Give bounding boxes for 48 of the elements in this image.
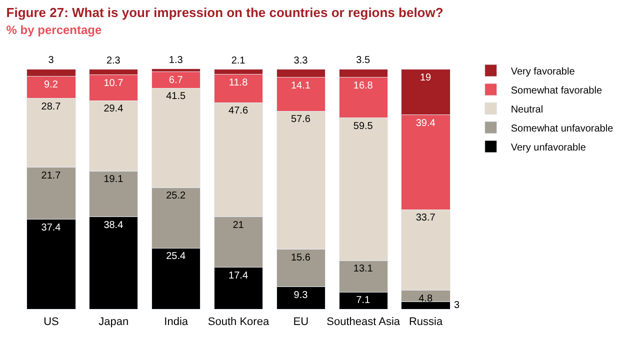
data-label: 16.8 bbox=[353, 80, 374, 92]
data-label: 47.6 bbox=[228, 106, 248, 117]
data-label: 29.4 bbox=[104, 104, 124, 115]
data-label: 17.4 bbox=[228, 270, 248, 282]
chart-title: Figure 27: What is your impression on the countries or regions below? bbox=[6, 5, 444, 20]
chart-subtitle: % by percentage bbox=[6, 23, 102, 38]
data-label: 3.3 bbox=[294, 55, 308, 66]
legend-label: Very favorable bbox=[510, 66, 576, 78]
x-tick-label: US bbox=[44, 316, 59, 328]
data-label: 2.3 bbox=[106, 55, 121, 66]
data-label: 10.7 bbox=[104, 78, 124, 89]
data-label: 9.2 bbox=[44, 79, 58, 90]
x-tick-label: Japan bbox=[98, 316, 129, 328]
data-label: 37.4 bbox=[41, 222, 62, 234]
data-label: 25.4 bbox=[166, 251, 186, 262]
data-label: 21 bbox=[232, 220, 244, 231]
data-label: 21.7 bbox=[41, 170, 62, 182]
x-tick-label: Southeast Asia bbox=[326, 316, 401, 328]
data-label: 57.6 bbox=[290, 114, 311, 126]
x-tick-label: India bbox=[164, 316, 189, 328]
data-label: 9.3 bbox=[294, 290, 308, 301]
data-label: 59.5 bbox=[353, 120, 374, 132]
legend-label: Somewhat favorable bbox=[510, 85, 602, 96]
data-label: 7.1 bbox=[356, 295, 371, 306]
data-label: 19.1 bbox=[104, 174, 124, 186]
data-label: 19 bbox=[420, 72, 432, 84]
data-label: 1.3 bbox=[168, 54, 184, 66]
data-label: 6.7 bbox=[168, 74, 184, 86]
x-tick-label: Russia bbox=[408, 316, 444, 328]
data-label: 28.7 bbox=[41, 101, 62, 112]
data-label: 2.1 bbox=[231, 55, 246, 66]
data-label: 15.6 bbox=[290, 252, 311, 264]
legend-label: Somewhat unfavorable bbox=[510, 123, 614, 134]
x-tick-label: EU bbox=[293, 316, 309, 328]
legend-label: Neutral bbox=[510, 104, 544, 116]
x-tick-label: South Korea bbox=[208, 316, 270, 328]
data-label: 14.1 bbox=[290, 80, 311, 92]
data-label: 11.8 bbox=[228, 77, 248, 88]
data-label: 13.1 bbox=[353, 264, 374, 275]
data-label: 41.5 bbox=[166, 91, 186, 102]
legend-label: Very unfavorable bbox=[510, 142, 586, 154]
data-label: 33.7 bbox=[416, 212, 436, 224]
data-label: 38.4 bbox=[104, 220, 124, 231]
data-label: 3 bbox=[454, 300, 460, 311]
data-label: 25.2 bbox=[166, 190, 186, 202]
data-label: 3 bbox=[48, 55, 54, 66]
data-label: 3.5 bbox=[356, 55, 371, 66]
data-label: 39.4 bbox=[416, 118, 436, 129]
